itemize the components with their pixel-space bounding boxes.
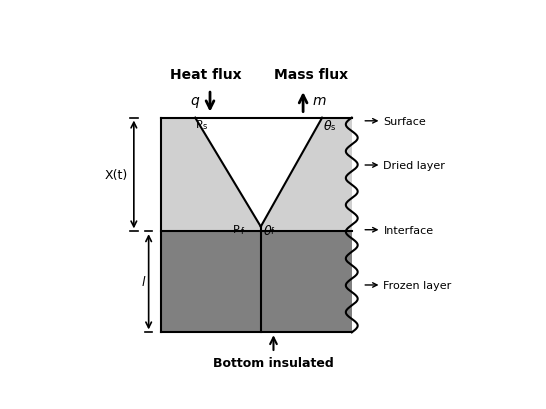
Text: Dried layer: Dried layer (383, 161, 446, 171)
Text: Interface: Interface (383, 225, 434, 235)
Text: f: f (241, 227, 244, 235)
Text: s: s (331, 122, 335, 131)
Text: X(t): X(t) (104, 169, 128, 182)
Text: Mass flux: Mass flux (275, 68, 349, 82)
Text: θ: θ (324, 120, 331, 133)
Text: θ: θ (264, 225, 272, 238)
Text: P: P (233, 225, 240, 234)
Text: Heat flux: Heat flux (170, 68, 241, 82)
Bar (162, 232, 352, 333)
Text: f: f (271, 227, 274, 235)
Text: s: s (203, 122, 207, 131)
Text: m: m (312, 94, 326, 108)
Text: Bottom insulated: Bottom insulated (213, 356, 334, 369)
Text: Surface: Surface (383, 117, 426, 126)
Text: q: q (191, 94, 200, 108)
Text: P: P (196, 120, 203, 130)
Text: l: l (142, 276, 145, 289)
Bar (162, 118, 352, 232)
Text: Frozen layer: Frozen layer (383, 280, 452, 290)
Polygon shape (195, 118, 322, 227)
